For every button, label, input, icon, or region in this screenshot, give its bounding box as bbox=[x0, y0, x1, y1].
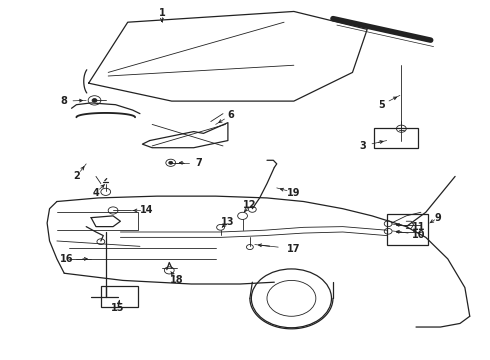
Text: 17: 17 bbox=[287, 244, 300, 254]
Text: 7: 7 bbox=[195, 158, 202, 168]
Text: 12: 12 bbox=[243, 200, 257, 210]
Circle shape bbox=[169, 161, 172, 164]
Text: 11: 11 bbox=[412, 222, 425, 232]
Text: 14: 14 bbox=[140, 206, 153, 216]
Text: 15: 15 bbox=[111, 303, 125, 313]
Text: 3: 3 bbox=[359, 141, 366, 151]
Text: 2: 2 bbox=[73, 171, 80, 181]
Text: 10: 10 bbox=[412, 230, 425, 239]
Text: 4: 4 bbox=[93, 188, 99, 198]
Text: 16: 16 bbox=[60, 254, 74, 264]
Bar bbox=[101, 286, 138, 307]
Text: 5: 5 bbox=[378, 100, 385, 110]
Bar bbox=[374, 128, 418, 148]
Text: 8: 8 bbox=[61, 96, 68, 106]
Text: 1: 1 bbox=[159, 8, 165, 18]
Text: 13: 13 bbox=[221, 217, 235, 227]
Text: 19: 19 bbox=[287, 188, 300, 198]
Text: 18: 18 bbox=[170, 275, 183, 285]
Circle shape bbox=[92, 99, 97, 102]
Bar bbox=[387, 214, 428, 244]
Text: 6: 6 bbox=[227, 111, 234, 121]
Text: 9: 9 bbox=[435, 213, 441, 222]
